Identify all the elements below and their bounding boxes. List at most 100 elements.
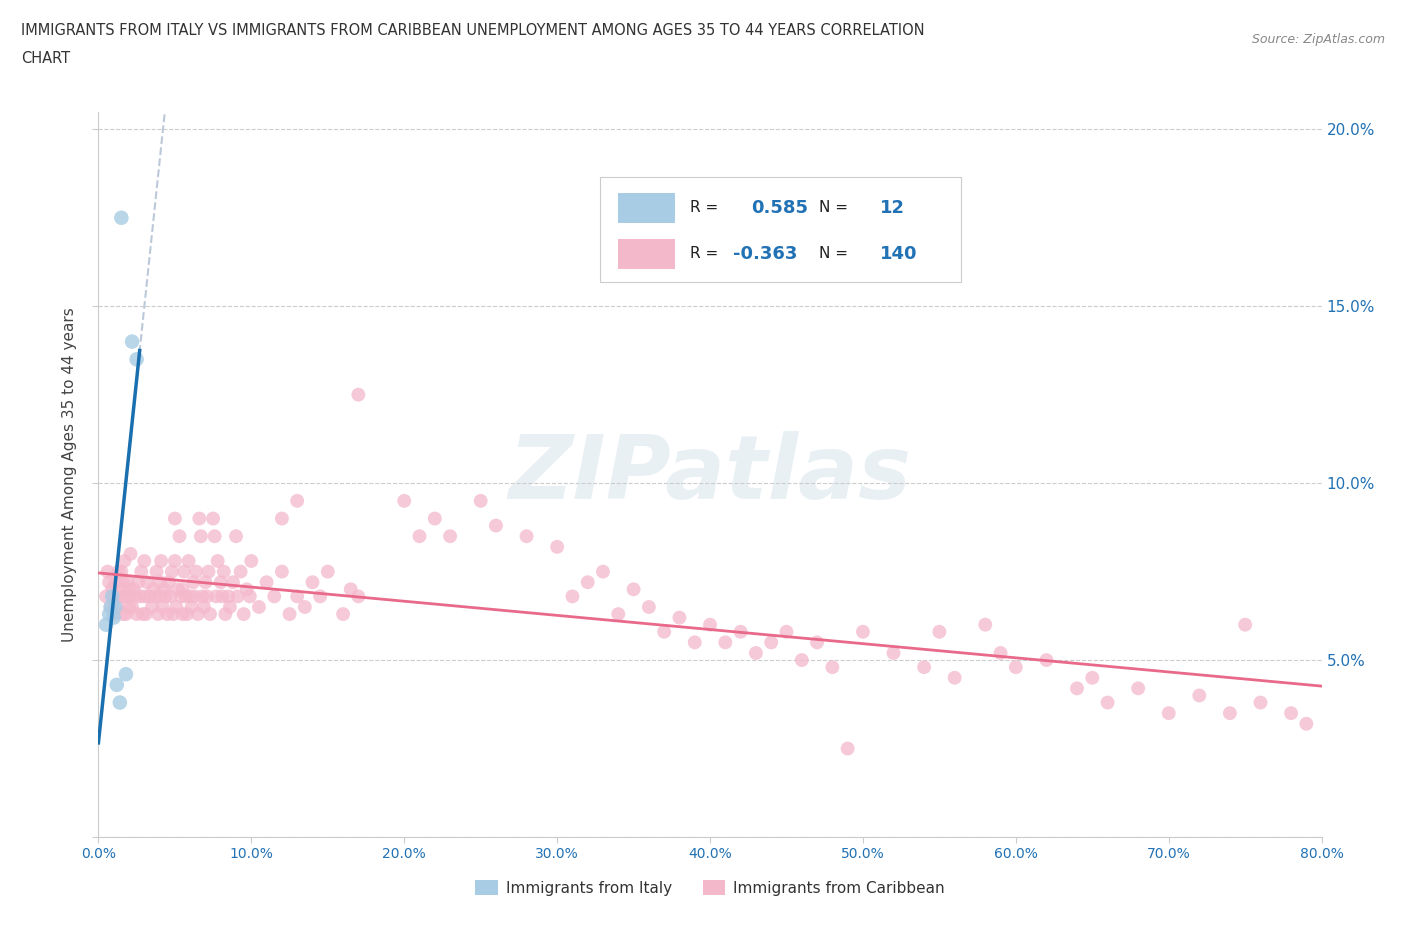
Point xyxy=(790,653,813,668)
Point xyxy=(974,618,997,632)
Point xyxy=(191,589,214,604)
Text: CHART: CHART xyxy=(21,51,70,66)
FancyBboxPatch shape xyxy=(600,177,960,282)
Point xyxy=(928,624,950,639)
Point xyxy=(162,606,184,621)
Point xyxy=(637,600,661,615)
Point xyxy=(256,575,278,590)
Point xyxy=(98,575,121,590)
Point xyxy=(990,645,1012,660)
Point xyxy=(561,589,583,604)
Point xyxy=(110,565,132,579)
Point xyxy=(115,589,138,604)
Point xyxy=(1066,681,1088,696)
Point xyxy=(1035,653,1057,668)
Text: ZIPatlas: ZIPatlas xyxy=(509,431,911,518)
Point xyxy=(759,635,782,650)
Point xyxy=(1295,716,1317,731)
Point xyxy=(120,547,142,562)
Point xyxy=(124,589,146,604)
Point xyxy=(263,589,285,604)
Text: IMMIGRANTS FROM ITALY VS IMMIGRANTS FROM CARIBBEAN UNEMPLOYMENT AMONG AGES 35 TO: IMMIGRANTS FROM ITALY VS IMMIGRANTS FROM… xyxy=(21,23,925,38)
Point xyxy=(150,553,173,568)
Point xyxy=(219,600,242,615)
Point xyxy=(186,565,208,579)
Point xyxy=(118,582,141,597)
Point xyxy=(546,539,568,554)
Point xyxy=(1219,706,1241,721)
Point xyxy=(94,618,117,632)
Point xyxy=(121,334,143,349)
Point xyxy=(105,677,128,692)
Point xyxy=(179,589,201,604)
Point xyxy=(301,575,323,590)
Point xyxy=(122,582,145,597)
Point xyxy=(118,600,141,615)
Point xyxy=(1279,706,1302,721)
Point xyxy=(108,695,131,710)
Point xyxy=(146,606,169,621)
Point xyxy=(943,671,966,685)
Point xyxy=(110,589,132,604)
Point xyxy=(176,606,198,621)
Point xyxy=(181,575,204,590)
Point xyxy=(103,606,125,621)
Point xyxy=(1188,688,1211,703)
Point xyxy=(912,659,935,674)
Point xyxy=(516,529,538,544)
Point xyxy=(156,606,179,621)
Point xyxy=(135,606,157,621)
Point xyxy=(125,606,148,621)
Point xyxy=(105,589,128,604)
Text: 12: 12 xyxy=(880,199,905,217)
Point xyxy=(132,606,155,621)
Point xyxy=(172,606,194,621)
Point xyxy=(1249,695,1271,710)
Point xyxy=(121,600,143,615)
Point xyxy=(97,565,120,579)
Point xyxy=(149,589,172,604)
Point xyxy=(222,575,245,590)
Point xyxy=(157,575,180,590)
Point xyxy=(745,645,768,660)
Point xyxy=(247,600,270,615)
Point xyxy=(1157,706,1180,721)
Point xyxy=(852,624,875,639)
Point xyxy=(134,589,156,604)
Point xyxy=(100,600,122,615)
Point xyxy=(1234,618,1257,632)
Point xyxy=(98,606,121,621)
Point xyxy=(202,512,225,526)
Point xyxy=(699,618,721,632)
Text: Source: ZipAtlas.com: Source: ZipAtlas.com xyxy=(1251,33,1385,46)
Point xyxy=(226,589,249,604)
Point xyxy=(184,589,207,604)
Point xyxy=(198,606,221,621)
Point xyxy=(187,606,209,621)
Point xyxy=(115,606,138,621)
Point xyxy=(623,582,645,597)
Point xyxy=(576,575,599,590)
Point xyxy=(173,565,195,579)
Point xyxy=(408,529,430,544)
Point xyxy=(110,210,132,225)
Point xyxy=(316,565,339,579)
Text: N =: N = xyxy=(818,246,853,261)
Point xyxy=(155,589,177,604)
Point xyxy=(107,600,129,615)
Legend: Immigrants from Italy, Immigrants from Caribbean: Immigrants from Italy, Immigrants from C… xyxy=(470,873,950,902)
Point xyxy=(111,606,134,621)
Point xyxy=(174,589,197,604)
Point xyxy=(188,512,211,526)
Point xyxy=(163,553,186,568)
Point xyxy=(136,575,159,590)
Point xyxy=(103,610,125,625)
Point xyxy=(152,600,174,615)
Point xyxy=(101,582,124,597)
Point xyxy=(714,635,737,650)
Point xyxy=(470,494,492,509)
FancyBboxPatch shape xyxy=(619,193,675,223)
Text: 0.585: 0.585 xyxy=(752,199,808,217)
Point xyxy=(683,635,706,650)
Point xyxy=(143,589,166,604)
